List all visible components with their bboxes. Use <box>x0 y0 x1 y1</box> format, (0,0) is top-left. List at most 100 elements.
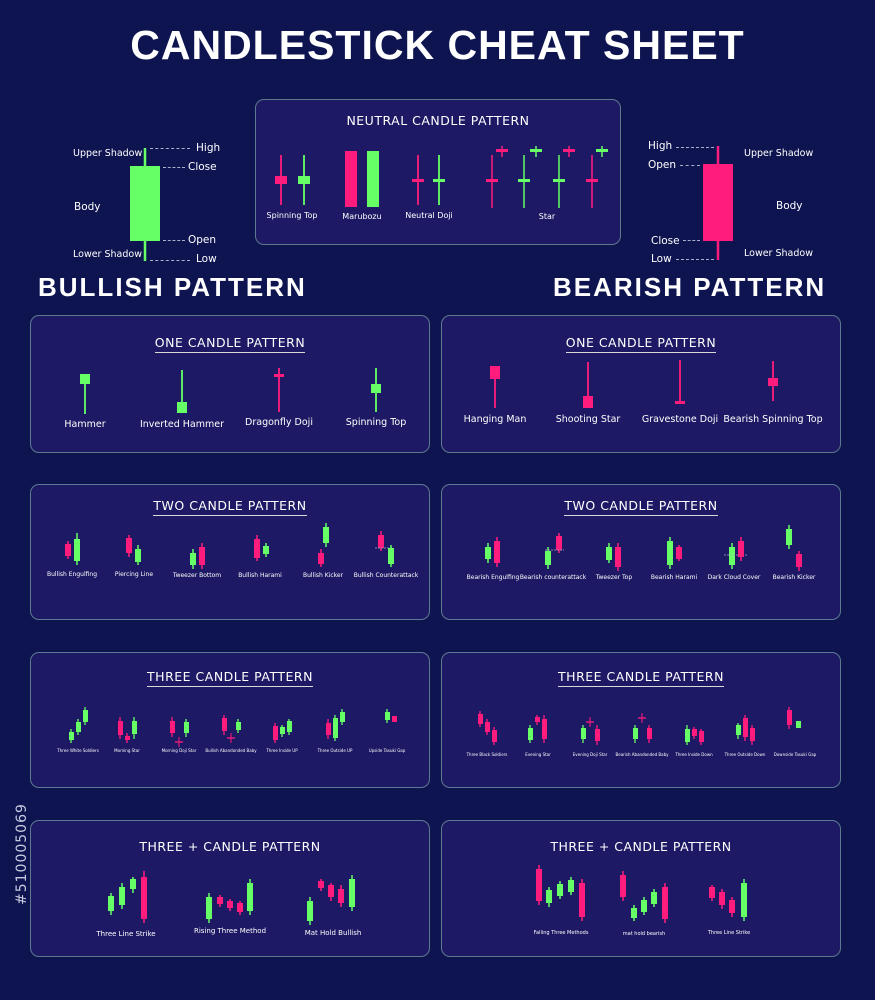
bullish-three-label-4: Three Inside UP <box>266 748 298 753</box>
bearish-two-label-5: Bearish Kicker <box>772 574 816 581</box>
bull-upper-shadow-label: Upper Shadow <box>73 148 143 159</box>
candle-body <box>227 901 233 908</box>
bullish-one-candles <box>80 368 381 414</box>
bear-open-label: Open <box>648 159 677 171</box>
candle-body <box>371 384 381 393</box>
candle-body <box>199 547 205 565</box>
candle-body <box>378 535 384 548</box>
bearish-plus-label-1: mat hold bearish <box>622 931 666 937</box>
candle-body <box>328 885 334 897</box>
candle-body <box>247 883 253 911</box>
bearish-three-label-1: Evening Star <box>525 752 551 757</box>
candle-body <box>83 710 88 722</box>
candle-body <box>274 374 284 377</box>
bearish-plus-label-2: Three Line Strike <box>707 930 751 936</box>
bull-low-label: Low <box>196 253 217 265</box>
neutral-label-2: Neutral Doji <box>405 211 453 220</box>
bearish-three-label-4: Three Inside Down <box>675 752 713 757</box>
candle-body <box>340 712 345 722</box>
bullish-three-label-1: Morning Star <box>114 748 140 753</box>
bearish-plus-panel: THREE + CANDLE PATTERN Falling Three Met… <box>441 820 841 957</box>
candle-body <box>485 722 490 732</box>
candle-body <box>729 547 735 565</box>
candle-body <box>738 541 744 557</box>
candle-body <box>132 721 137 734</box>
candle-body <box>170 721 175 733</box>
neutral-label-0: Spinning Top <box>266 211 318 220</box>
candle-body <box>542 719 547 739</box>
candle-body <box>80 374 90 384</box>
candle-body <box>596 149 608 152</box>
candle-body <box>615 547 621 567</box>
candle-body <box>667 541 673 565</box>
bearish-two-label-4: Dark Cloud Cover <box>707 574 761 581</box>
candle-body <box>184 722 189 733</box>
candle-body <box>388 548 394 564</box>
candle-body <box>287 721 292 732</box>
candle-body <box>333 718 338 738</box>
bearish-one-label-2: Gravestone Doji <box>641 414 719 425</box>
candle-body <box>222 718 227 731</box>
bearish-three-candles <box>478 707 801 745</box>
candle-body <box>125 736 130 740</box>
candle-body <box>318 553 324 564</box>
candle-body <box>338 889 344 903</box>
bullish-one-title: ONE CANDLE PATTERN <box>154 335 306 353</box>
bullish-one-label-1: Inverted Hammer <box>139 419 225 430</box>
bearish-three-label-5: Three Outside Down <box>724 752 766 757</box>
candle-body <box>518 179 530 182</box>
candle-body <box>586 179 598 182</box>
bullish-three-label-0: Three White Soldiers <box>57 748 99 753</box>
candle-body <box>796 721 801 728</box>
candle-body <box>595 729 600 741</box>
candle-body <box>130 166 160 241</box>
candle-body <box>345 151 357 207</box>
candle-body <box>676 547 682 559</box>
bullish-three-label-5: Three Outside UP <box>317 748 353 753</box>
candle-body <box>74 539 80 561</box>
page-title: CANDLESTICK CHEAT SHEET <box>130 22 745 68</box>
candle-body <box>349 879 355 907</box>
candle-body <box>675 401 685 404</box>
candle-body <box>119 887 125 905</box>
candle-body <box>494 541 500 563</box>
candle-body <box>206 897 212 919</box>
bearish-three-label-6: Downside Tasuki Gap <box>773 752 817 757</box>
candle-body <box>485 547 491 559</box>
candle-body <box>536 869 542 901</box>
bear-low-label: Low <box>651 253 672 265</box>
bearish-two-label-1: Bearish counterattack <box>519 574 587 581</box>
candle-body <box>130 879 136 889</box>
candle-body <box>741 883 747 917</box>
bullish-three-label-2: Morning Doji Star <box>161 748 197 753</box>
candle-body <box>478 714 483 724</box>
candle-body <box>412 179 424 182</box>
bearish-two-panel: TWO CANDLE PATTERN Bearish Engulfing Bea… <box>441 484 841 620</box>
candle-body <box>556 536 562 550</box>
candle-body <box>528 728 533 740</box>
bullish-three-panel: THREE CANDLE PATTERN Three White Soldier… <box>30 652 430 788</box>
candle-body <box>703 164 733 241</box>
candle-body <box>606 547 612 560</box>
candle-body <box>530 149 542 152</box>
bull-body-label: Body <box>74 201 101 213</box>
bearish-one-candles <box>490 360 778 408</box>
bearish-three-label-0: Three Black Soldiers <box>466 752 508 757</box>
bullish-plus-label-2: Mat Hold Bullish <box>304 929 362 937</box>
candle-body <box>433 179 445 182</box>
candle-body <box>280 727 285 734</box>
bear-high-label: High <box>648 140 673 152</box>
bearish-three-title: THREE CANDLE PATTERN <box>558 669 724 687</box>
bullish-plus-candles <box>108 871 355 925</box>
candle-body <box>263 546 269 554</box>
candle-body <box>699 731 704 742</box>
bullish-plus-panel: THREE + CANDLE PATTERN Three Line Strike… <box>30 820 430 957</box>
candle-body <box>236 722 241 730</box>
candle-body <box>486 179 498 182</box>
candle-body <box>651 892 657 904</box>
bullish-two-label-1: Piercing Line <box>114 571 154 578</box>
bullish-plus-label-0: Three Line Strike <box>96 930 156 938</box>
candle-body <box>583 396 593 408</box>
bullish-three-label-3: Bullish Abandonded Baby <box>205 748 257 753</box>
bear-upper-shadow-label: Upper Shadow <box>744 148 814 159</box>
